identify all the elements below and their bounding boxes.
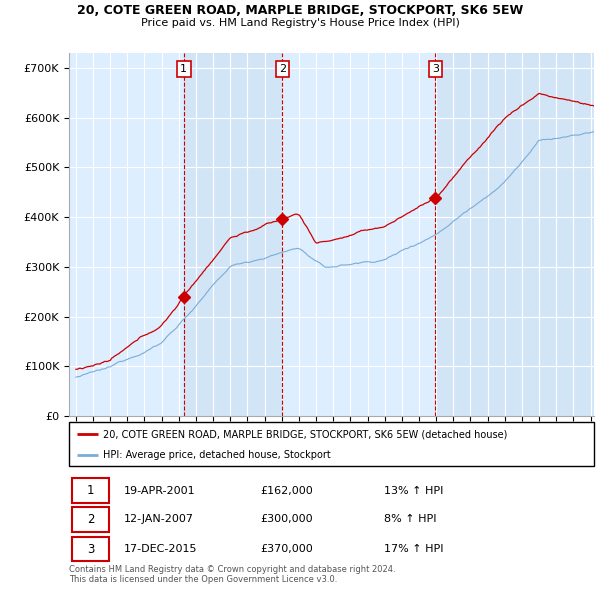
Text: 12-JAN-2007: 12-JAN-2007: [124, 514, 194, 525]
Text: Contains HM Land Registry data © Crown copyright and database right 2024.: Contains HM Land Registry data © Crown c…: [69, 565, 395, 574]
Text: HPI: Average price, detached house, Stockport: HPI: Average price, detached house, Stoc…: [103, 450, 331, 460]
Text: 1: 1: [87, 484, 94, 497]
Text: £370,000: £370,000: [260, 544, 313, 554]
Text: 20, COTE GREEN ROAD, MARPLE BRIDGE, STOCKPORT, SK6 5EW (detached house): 20, COTE GREEN ROAD, MARPLE BRIDGE, STOC…: [103, 430, 508, 439]
Text: 3: 3: [432, 64, 439, 74]
Bar: [71, 537, 109, 561]
Text: 13% ↑ HPI: 13% ↑ HPI: [384, 486, 443, 496]
Text: 17-DEC-2015: 17-DEC-2015: [124, 544, 197, 554]
Text: 1: 1: [180, 64, 187, 74]
Text: Price paid vs. HM Land Registry's House Price Index (HPI): Price paid vs. HM Land Registry's House …: [140, 18, 460, 28]
Bar: [71, 507, 109, 532]
Text: 3: 3: [87, 543, 94, 556]
Text: 20, COTE GREEN ROAD, MARPLE BRIDGE, STOCKPORT, SK6 5EW: 20, COTE GREEN ROAD, MARPLE BRIDGE, STOC…: [77, 4, 523, 17]
Text: 19-APR-2001: 19-APR-2001: [124, 486, 196, 496]
Text: 2: 2: [87, 513, 94, 526]
Bar: [184, 53, 283, 416]
Text: 2: 2: [279, 64, 286, 74]
Text: £162,000: £162,000: [260, 486, 313, 496]
Text: This data is licensed under the Open Government Licence v3.0.: This data is licensed under the Open Gov…: [69, 575, 337, 584]
Bar: [71, 478, 109, 503]
Text: £300,000: £300,000: [260, 514, 313, 525]
Text: 17% ↑ HPI: 17% ↑ HPI: [384, 544, 443, 554]
Bar: [436, 53, 594, 416]
Text: 8% ↑ HPI: 8% ↑ HPI: [384, 514, 437, 525]
